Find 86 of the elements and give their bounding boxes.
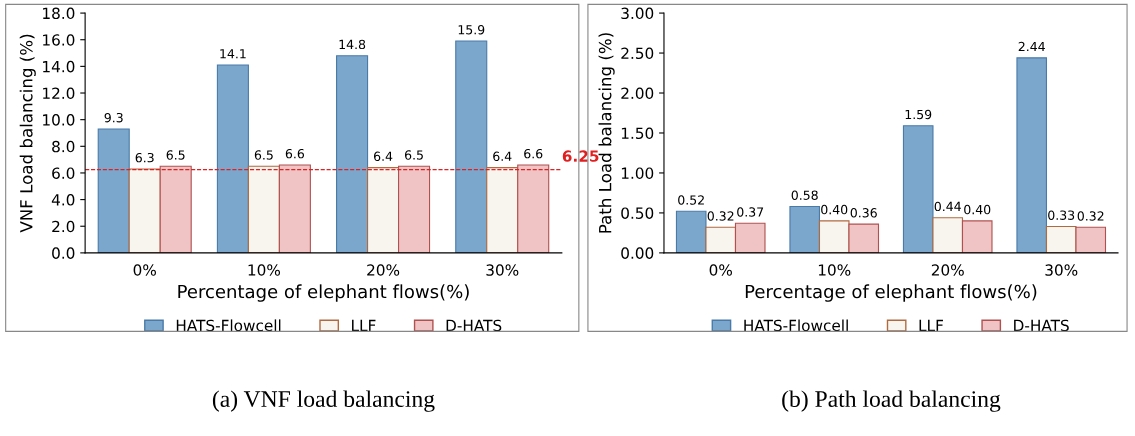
data-label: 6.5: [166, 150, 185, 160]
y-tick-label: 14.0: [43, 60, 75, 73]
bar: [128, 168, 161, 253]
y-tick-label: 12.0: [43, 87, 75, 100]
data-label: 6.4: [493, 151, 512, 162]
x-tick-label: 20%: [367, 264, 400, 276]
data-label: 0.52: [678, 195, 704, 205]
y-tick-label: 16.0: [43, 34, 75, 46]
data-label: 0.36: [850, 208, 877, 218]
data-label: 6.5: [404, 150, 423, 160]
legend-label: LLF: [352, 319, 376, 331]
x-tick-label: 0%: [709, 264, 732, 276]
legend-label: D-HATS: [1014, 319, 1069, 332]
bar: [848, 223, 880, 253]
bar: [961, 220, 993, 253]
data-label: 0.32: [1077, 211, 1104, 221]
text: (a) VNF load balancing: [212, 390, 435, 412]
bar: [398, 165, 431, 253]
bar: [247, 165, 280, 253]
bar: [902, 125, 934, 253]
bar: [278, 164, 311, 253]
bar: [1045, 225, 1077, 253]
y-tick-label: 6.0: [52, 167, 75, 179]
bar: [455, 40, 488, 253]
bar: [705, 226, 737, 253]
bar: [97, 128, 130, 253]
y-tick-label: 4.0: [51, 194, 75, 206]
legend-label: HATS-Flowcell: [744, 319, 848, 332]
bar: [336, 55, 369, 253]
bar: [517, 164, 550, 253]
y-tick-label: 0.00: [621, 247, 654, 259]
x-tick-label: 30%: [486, 264, 519, 276]
bar: [159, 165, 192, 253]
data-label: 0.44: [934, 201, 961, 212]
bar: [486, 167, 519, 253]
bar: [818, 220, 850, 253]
y-tick-label: 8.0: [52, 140, 75, 153]
y-tick-label: 1.50: [621, 127, 654, 139]
bar: [216, 64, 249, 253]
ref-line-label: 6.25: [562, 150, 599, 162]
data-label: 0.37: [737, 207, 764, 217]
y-tick-label: 10.0: [43, 114, 75, 126]
x-tick-label: 10%: [248, 264, 281, 276]
data-label: 0.40: [821, 204, 848, 215]
y-axis-title: VNF Load balancing (%): [19, 34, 36, 233]
y-tick-label: 18.0: [43, 7, 75, 20]
y-tick-label: 3.00: [621, 7, 654, 20]
y-tick-label: 2.50: [621, 47, 654, 60]
data-label: 9.3: [104, 112, 123, 123]
bar: [932, 217, 964, 253]
bar: [1075, 226, 1107, 253]
data-label: 14.1: [220, 49, 246, 59]
data-label: 0.33: [1048, 210, 1075, 220]
data-label: 6.3: [135, 152, 154, 163]
data-label: 15.9: [458, 25, 485, 35]
bar: [1016, 57, 1048, 253]
data-label: 6.6: [524, 148, 543, 159]
bar: [734, 222, 766, 253]
y-tick-label: 1.00: [621, 167, 654, 179]
legend-label: HATS-Flowcell: [176, 319, 281, 332]
y-tick-label: 0.50: [621, 207, 654, 219]
x-axis-title: Percentage of elephant flows(%): [745, 284, 1037, 302]
y-axis-title: Path Load balancing (%): [598, 33, 615, 233]
x-tick-label: 10%: [818, 264, 851, 276]
legend-label: D-HATS: [446, 319, 502, 332]
y-tick-label: 2.00: [621, 87, 654, 100]
bar: [789, 205, 821, 253]
x-tick-label: 30%: [1045, 264, 1078, 276]
data-label: 0.32: [707, 211, 734, 221]
legend-label: LLF: [919, 319, 943, 331]
data-label: 2.44: [1018, 41, 1045, 52]
text: (b) Path load balancing: [782, 390, 1001, 412]
data-label: 0.58: [791, 190, 818, 200]
y-tick-label: 0.0: [52, 247, 75, 259]
bar: [367, 167, 400, 253]
bar: [675, 210, 707, 253]
x-axis-title: Percentage of elephant flows(%): [178, 284, 469, 302]
data-label: 6.6: [285, 148, 305, 159]
x-tick-label: 0%: [133, 264, 156, 276]
data-label: 0.40: [964, 204, 991, 215]
data-label: 6.5: [254, 150, 273, 160]
data-label: 14.8: [339, 39, 366, 50]
data-label: 6.4: [374, 151, 393, 162]
y-tick-label: 2.0: [52, 220, 75, 233]
data-label: 1.59: [905, 109, 932, 120]
x-tick-label: 20%: [931, 264, 964, 276]
